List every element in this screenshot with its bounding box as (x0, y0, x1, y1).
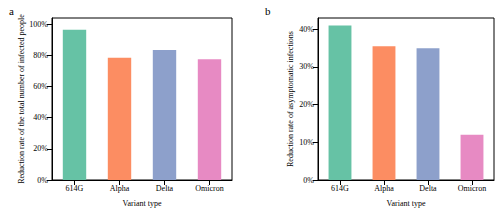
svg-text:a: a (9, 5, 14, 17)
svg-text:30%: 30% (299, 62, 314, 71)
svg-text:40%: 40% (33, 113, 48, 122)
svg-text:614G: 614G (331, 184, 349, 193)
svg-text:Alpha: Alpha (110, 184, 130, 193)
svg-text:Delta: Delta (156, 184, 174, 193)
svg-text:Delta: Delta (419, 184, 437, 193)
svg-text:b: b (265, 5, 271, 17)
svg-text:Variant type: Variant type (123, 199, 162, 208)
svg-text:100%: 100% (29, 20, 48, 29)
svg-text:Variant type: Variant type (387, 199, 426, 208)
svg-text:20%: 20% (299, 100, 314, 109)
svg-text:60%: 60% (33, 82, 48, 91)
svg-text:40%: 40% (299, 25, 314, 34)
svg-text:Omicron: Omicron (458, 184, 486, 193)
svg-text:614G: 614G (66, 184, 84, 193)
svg-text:Alpha: Alpha (374, 184, 394, 193)
svg-text:0%: 0% (37, 176, 48, 185)
svg-text:Reduction rate of asymptomatic: Reduction rate of asymptomatic infection… (286, 31, 295, 167)
svg-text:10%: 10% (299, 138, 314, 147)
svg-text:Reduction rate of the total nu: Reduction rate of the total number of in… (17, 14, 26, 184)
svg-text:Omicron: Omicron (195, 184, 223, 193)
svg-text:20%: 20% (33, 144, 48, 153)
svg-text:0%: 0% (303, 176, 314, 185)
svg-text:80%: 80% (33, 51, 48, 60)
